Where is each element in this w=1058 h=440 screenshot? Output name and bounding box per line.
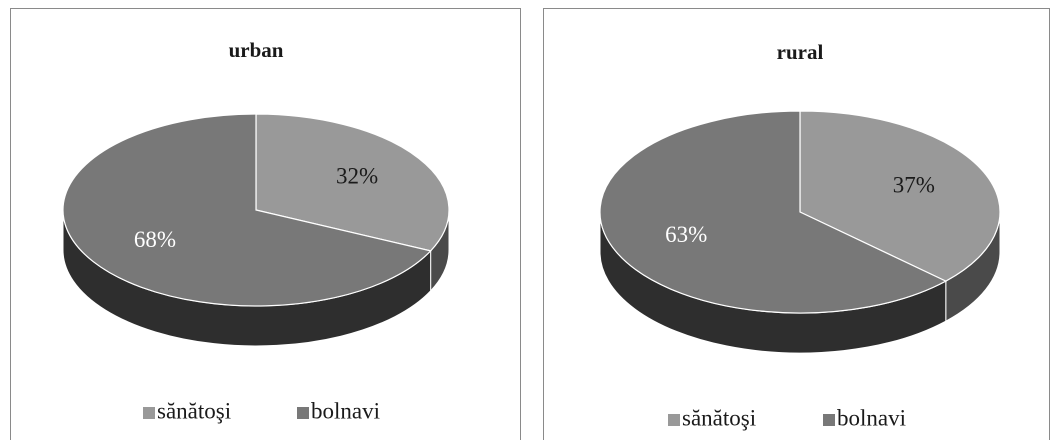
data-label: 68% — [134, 227, 176, 252]
chart-title: rural — [777, 40, 824, 64]
data-label: 63% — [665, 222, 707, 247]
pie-slice — [799, 110, 1001, 282]
pie-slice — [599, 110, 948, 314]
legend-swatch — [668, 414, 680, 426]
legend-swatch — [823, 414, 835, 426]
pie-slice — [255, 113, 450, 252]
legend-swatch — [297, 407, 309, 419]
legend-swatch — [143, 407, 155, 419]
legend-label: sănătoşi — [157, 398, 231, 423]
legend-label: sănătoşi — [682, 405, 756, 430]
chart-title: urban — [229, 38, 284, 62]
pie-slice — [62, 113, 432, 307]
data-label: 37% — [893, 172, 935, 197]
legend-label: bolnavi — [837, 405, 906, 430]
legend-label: bolnavi — [311, 398, 380, 423]
data-label: 32% — [336, 163, 378, 188]
